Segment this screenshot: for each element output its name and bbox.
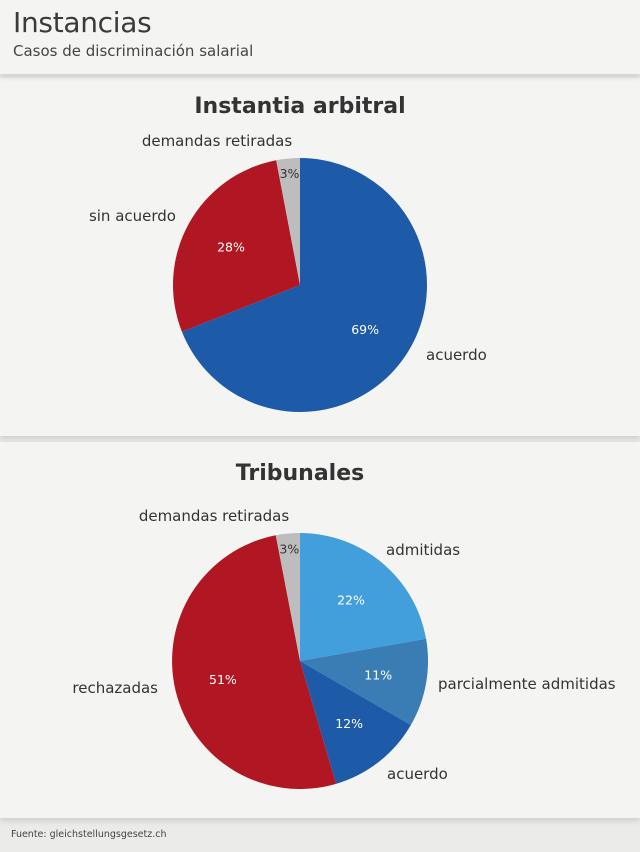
chart-panel-tribunales: Tribunales 22% admitidas 11% parcialmente a…: [0, 442, 640, 818]
pie-slice-admitidas: [300, 533, 427, 661]
slice-category-label: demandas retiradas: [139, 507, 290, 525]
slice-value-label: 3%: [280, 166, 300, 181]
header: Instancias Casos de discriminación salar…: [0, 0, 640, 74]
pie-slice-demandas-retiradas: [276, 158, 300, 285]
chart-title: Instantia arbitral: [194, 94, 405, 119]
slice-category-label: demandas retiradas: [142, 132, 293, 150]
slice-value-label: 3%: [279, 541, 299, 556]
pie-slice-parcialmente-admitidas: [300, 638, 429, 725]
page-subtitle: Casos de discriminación salarial: [13, 42, 254, 60]
pie-slice-sin-acuerdo: [173, 160, 300, 332]
source-note: Fuente: gleichstellungsgesetz.ch: [11, 829, 167, 840]
slice-category-label: acuerdo: [387, 765, 448, 783]
pie-slice-demandas-retiradas: [275, 533, 300, 661]
pie-chart-arbitral: Instantia arbitral 69% acuerdo 28% sin acue…: [89, 94, 487, 412]
slice-category-label: rechazadas: [72, 679, 158, 697]
slice-value-label: 69%: [351, 322, 379, 337]
chart-panel-arbitral: Instantia arbitral 69% acuerdo 28% sin acue…: [0, 78, 640, 436]
slice-value-label: 12%: [335, 716, 363, 731]
pie-slice-rechazadas: [172, 535, 337, 789]
slice-category-label: parcialmente admitidas: [438, 675, 616, 693]
page-title: Instancias: [13, 6, 152, 39]
slice-value-label: 28%: [217, 240, 245, 255]
pie-chart-tribunales: Tribunales 22% admitidas 11% parcialmente a…: [72, 461, 616, 789]
slice-category-label: acuerdo: [426, 346, 487, 364]
slice-value-label: 51%: [209, 672, 237, 687]
slice-value-label: 11%: [364, 667, 392, 682]
slice-value-label: 22%: [337, 593, 365, 608]
pie-slice-acuerdo: [300, 661, 411, 784]
slice-category-label: admitidas: [386, 541, 460, 559]
chart-title: Tribunales: [236, 461, 364, 486]
pie-slice-acuerdo: [181, 158, 428, 412]
slice-category-label: sin acuerdo: [89, 207, 176, 225]
footer: Fuente: gleichstellungsgesetz.ch: [0, 818, 640, 852]
